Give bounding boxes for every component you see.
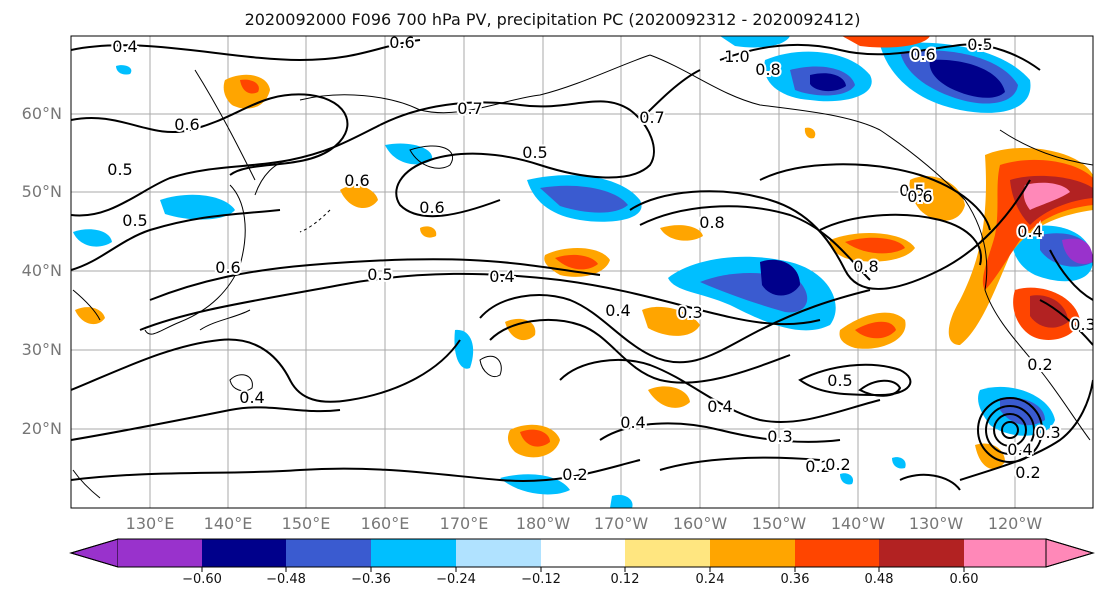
lon-label: 140°W <box>830 514 886 533</box>
contour-label: 0.6 <box>389 33 414 52</box>
colorbar-segment <box>118 539 202 567</box>
contour-label: 0.8 <box>755 60 780 79</box>
colorbar-segment <box>879 539 964 567</box>
colorbar-segment <box>456 539 541 567</box>
contour-labels: 0.4 0.60.60.70.50.60.50.50.60.40.71.00.80… <box>105 33 1095 486</box>
contour-label: 0.4 <box>605 301 630 320</box>
contour-label: 1.0 <box>724 47 749 66</box>
contour-label: 0.2 <box>825 455 850 474</box>
colorbar-segment <box>202 539 286 567</box>
contour-label: 0.3 <box>1035 423 1060 442</box>
colorbar-tick-label: −0.60 <box>182 572 222 587</box>
contour-label: 0.5 <box>967 35 992 54</box>
contour-label: 0.4 <box>1017 222 1042 241</box>
colorbar-tick-label: 0.60 <box>949 572 979 587</box>
colorbar-tick-label: −0.12 <box>521 572 561 587</box>
colorbar-tick-label: −0.24 <box>436 572 476 587</box>
contour-label: 0.4 <box>239 388 264 407</box>
colorbar-tick-label: −0.36 <box>351 572 391 587</box>
lon-label: 130°E <box>125 514 175 533</box>
contour-label: 0.7 <box>457 99 482 118</box>
contour-label: 0.2 <box>562 465 587 484</box>
contour-label: 0.5 <box>367 265 392 284</box>
contour-label: 0.6 <box>174 115 199 134</box>
contour-label: 0.7 <box>639 108 664 127</box>
contour-label: 0.2 <box>1027 355 1052 374</box>
lon-label: 130°W <box>908 514 964 533</box>
colorbar-segment <box>625 539 710 567</box>
lat-label: 30°N <box>21 340 62 359</box>
pv-contours <box>71 39 1093 491</box>
contour-label: 0.3 <box>677 303 702 322</box>
colorbar-tick-label: 0.36 <box>780 572 810 587</box>
contour-label: 0.5 <box>522 143 547 162</box>
contour-label: 0.6 <box>910 45 935 64</box>
lon-label: 150°W <box>751 514 807 533</box>
contour-label: 0.3 <box>767 427 792 446</box>
contour-label: 0.2 <box>805 457 830 476</box>
lon-label: 160°E <box>360 514 410 533</box>
colorbar-arrow-right <box>1045 538 1095 568</box>
colorbar-tick-label: 0.12 <box>610 572 640 587</box>
precip-shading <box>73 36 1093 508</box>
colorbar <box>69 538 1095 572</box>
contour-label: 0.4 <box>1007 440 1032 459</box>
lon-label: 120°W <box>987 514 1043 533</box>
map-title: 2020092000 F096 700 hPa PV, precipitatio… <box>244 10 861 29</box>
contour-label: 0.5 <box>122 211 147 230</box>
pv-thin-contours <box>229 145 502 392</box>
contour-label: 0.8 <box>853 257 878 276</box>
contour-label: 0.6 <box>344 171 369 190</box>
lat-label: 50°N <box>21 182 62 201</box>
contour-label: 0.5 <box>827 371 852 390</box>
contour-label: 0.6 <box>419 198 444 217</box>
colorbar-segment <box>541 539 625 567</box>
lon-label: 150°E <box>281 514 331 533</box>
graticule <box>71 36 1093 508</box>
colorbar-segment <box>371 539 456 567</box>
contour-label: 0.4 <box>112 37 137 56</box>
coastlines <box>72 54 1093 499</box>
contour-label: 0.6 <box>215 258 240 277</box>
lon-label: 170°E <box>439 514 489 533</box>
contour-label: 0.6 <box>907 187 932 206</box>
lon-label: 160°W <box>672 514 728 533</box>
colorbar-tick-label: 0.24 <box>695 572 725 587</box>
lon-label: 170°W <box>593 514 649 533</box>
colorbar-segment <box>710 539 795 567</box>
contour-label: 0.4 <box>489 267 514 286</box>
colorbar-segment <box>795 539 879 567</box>
contour-label: 0.2 <box>1015 463 1040 482</box>
contour-label: 0.8 <box>699 213 724 232</box>
contour-label: 0.5 <box>899 181 924 200</box>
colorbar-segment <box>964 539 1046 567</box>
lat-label: 20°N <box>21 419 62 438</box>
colorbar-segment <box>286 539 371 567</box>
colorbar-tick-label: 0.48 <box>864 572 894 587</box>
lat-label: 40°N <box>21 261 62 280</box>
contour-label: 0.3 <box>1070 315 1095 334</box>
lon-label: 180°W <box>515 514 571 533</box>
contour-label: 0.4 <box>620 413 645 432</box>
colorbar-tick-label: −0.48 <box>266 572 306 587</box>
contour-label: 0.4 <box>707 397 732 416</box>
contour-label: 0.5 <box>107 160 132 179</box>
lon-label: 140°E <box>203 514 253 533</box>
lat-label: 60°N <box>21 104 62 123</box>
colorbar-arrow-left <box>69 538 119 568</box>
